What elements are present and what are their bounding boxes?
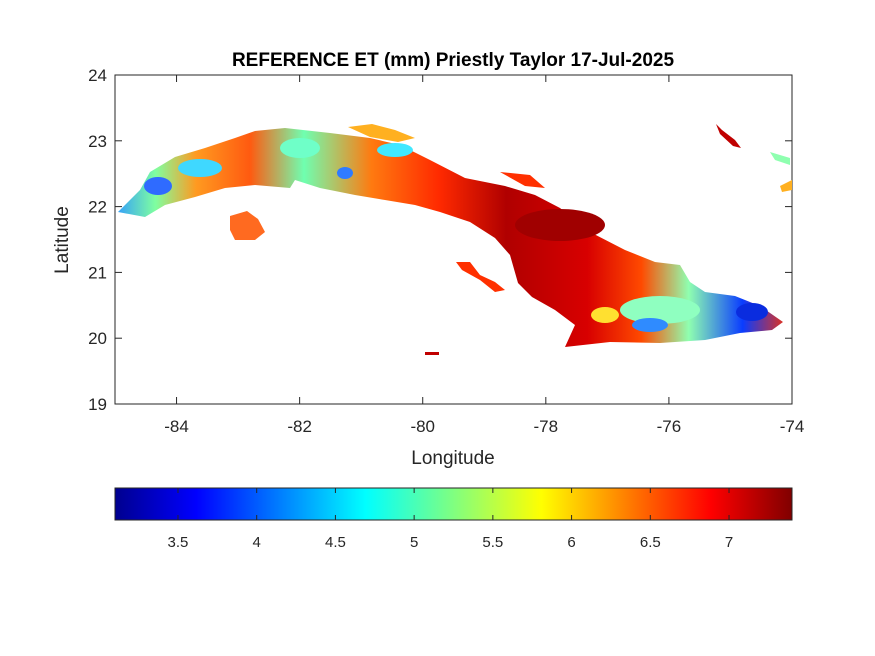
x-tick-label: -76 — [657, 417, 682, 436]
x-axis: -84 -82 -80 -78 -76 -74 — [164, 75, 804, 436]
y-axis-label: Latitude — [52, 206, 73, 274]
y-tick-label: 23 — [88, 132, 107, 151]
patch-cyan-north — [280, 138, 320, 158]
patch-yellow-east — [591, 307, 619, 323]
south-cays — [456, 262, 505, 292]
colorbar — [114, 487, 793, 521]
x-tick-label: -82 — [287, 417, 312, 436]
colorbar-tick-label: 5.5 — [482, 534, 503, 551]
main-island — [118, 128, 783, 347]
y-tick-label: 21 — [88, 263, 107, 282]
patch-cyan-center — [377, 143, 413, 157]
colorbar-tick-label: 7 — [725, 534, 733, 551]
patch-cyan-west — [178, 159, 222, 177]
chart-title: REFERENCE ET (mm) Priestly Taylor 17-Jul… — [232, 50, 674, 71]
patch-green-east — [620, 296, 700, 324]
y-tick-label: 20 — [88, 329, 107, 348]
x-tick-label: -84 — [164, 417, 189, 436]
isla-de-la-juventud — [230, 211, 265, 240]
patch-blue-center — [337, 167, 353, 179]
x-axis-label: Longitude — [411, 448, 494, 469]
y-tick-label: 19 — [88, 395, 107, 414]
y-axis: 19 20 21 22 23 24 — [88, 66, 792, 414]
colorbar-tick-label: 4.5 — [325, 534, 346, 551]
colorbar-tick-label: 6.5 — [640, 534, 661, 551]
patch-darkred-center — [515, 209, 605, 241]
colorbar-tick-label: 5 — [410, 534, 418, 551]
small-cay — [425, 352, 439, 355]
cay-patch-1 — [716, 124, 741, 148]
cay-patch-4 — [500, 172, 545, 188]
northern-cays — [348, 124, 415, 142]
et-map — [118, 124, 792, 355]
plot-area — [114, 74, 793, 405]
x-tick-label: -74 — [780, 417, 805, 436]
y-tick-label: 24 — [88, 66, 107, 85]
x-tick-label: -78 — [534, 417, 559, 436]
colorbar-tick-label: 4 — [253, 534, 261, 551]
cay-patch-2 — [770, 152, 790, 165]
patch-blue-east-2 — [736, 303, 768, 321]
patch-blue-west — [144, 177, 172, 195]
cay-patch-3 — [780, 180, 792, 192]
patch-blue-east-1 — [632, 318, 668, 332]
colorbar-ticks: 3.5 4 4.5 5 5.5 6 6.5 7 — [168, 488, 733, 551]
colorbar-tick-label: 6 — [567, 534, 575, 551]
x-tick-label: -80 — [410, 417, 435, 436]
colorbar-tick-label: 3.5 — [168, 534, 189, 551]
y-tick-label: 22 — [88, 198, 107, 217]
